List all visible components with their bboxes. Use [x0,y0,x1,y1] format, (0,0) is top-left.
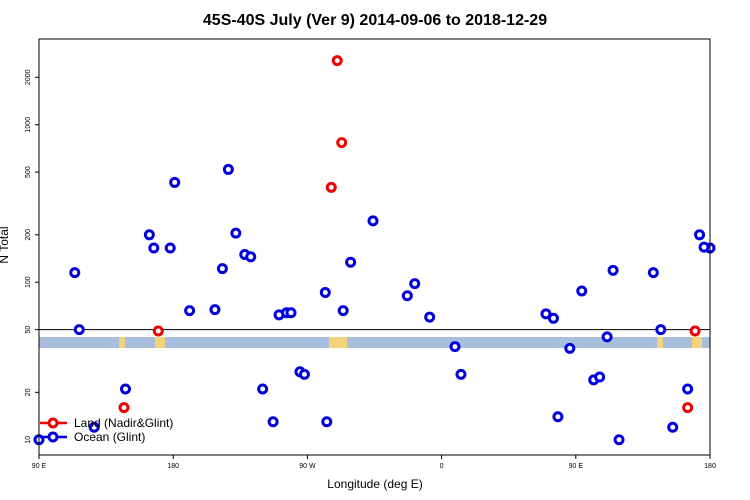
data-point [216,263,228,275]
data-point [367,215,379,227]
chart-title: 45S-40S July (Ver 9) 2014-09-06 to 2018-… [203,12,547,29]
data-point [409,278,421,290]
data-point [184,305,196,317]
legend-land-label: Land (Nadir&Glint) [74,416,173,430]
data-point [169,176,181,188]
data-point [319,287,331,299]
data-point [607,264,619,276]
data-point [222,163,234,175]
data-point [285,307,297,319]
data-point [209,304,221,316]
plot-frame [38,38,711,456]
x-axis-ticks: 90 E 180 90 W 0 90 E 180 [32,455,716,470]
data-point [667,421,679,433]
x-tick-label: 90 W [299,463,316,470]
data-point [69,267,81,279]
data-point [119,383,131,395]
data-point [325,181,337,193]
legend-land-marker [47,417,59,429]
data-point [298,368,310,380]
data-point [613,434,625,446]
y-tick-label: 20 [25,388,32,396]
data-point [540,308,552,320]
data-point [267,416,279,428]
y-tick-label: 10 [25,436,32,444]
data-point [682,383,694,395]
legend: Land (Nadir&Glint) Ocean (Glint) [40,416,173,444]
land-band-base [39,337,710,348]
data-point [564,342,576,354]
data-point [689,325,701,337]
data-point [449,341,461,353]
land-patches [119,337,702,348]
x-tick-label: 180 [167,463,179,470]
data-point [424,311,436,323]
y-tick-label: 1000 [25,117,32,133]
y-tick-label: 50 [25,326,32,334]
legend-ocean-label: Ocean (Glint) [74,430,145,444]
y-tick-label: 2000 [25,69,32,85]
x-tick-label: 90 E [569,463,584,470]
data-point [230,227,242,239]
data-point [682,402,694,414]
y-axis-label: N Total [0,226,11,263]
data-point [152,325,164,337]
legend-ocean-marker [47,431,59,443]
y-axis-ticks: 10 20 50 100 200 500 1000 2000 [25,69,39,444]
data-point [547,312,559,324]
data-point [455,368,467,380]
data-point [594,371,606,383]
x-axis-label: Longitude (deg E) [327,477,422,491]
data-points [33,55,716,446]
data-point [698,241,710,253]
data-point [148,242,160,254]
data-point [694,229,706,241]
data-point [73,324,85,336]
data-point [337,305,349,317]
data-point [401,290,413,302]
data-point [655,324,667,336]
data-point [143,229,155,241]
x-tick-label: 0 [440,463,444,470]
land-band [39,337,710,348]
x-tick-label: 180 [704,463,716,470]
data-point [164,242,176,254]
data-point [552,411,564,423]
y-tick-label: 200 [25,229,32,241]
y-tick-label: 100 [25,276,32,288]
data-point [245,251,257,263]
data-point [257,383,269,395]
data-point [601,331,613,343]
data-point [345,256,357,268]
x-tick-label: 90 E [32,463,47,470]
data-point [118,402,130,414]
data-point [88,421,100,433]
data-point [336,137,348,149]
data-point [321,416,333,428]
data-point [647,267,659,279]
data-point [331,55,343,67]
y-tick-label: 500 [25,166,32,178]
data-point [576,285,588,297]
